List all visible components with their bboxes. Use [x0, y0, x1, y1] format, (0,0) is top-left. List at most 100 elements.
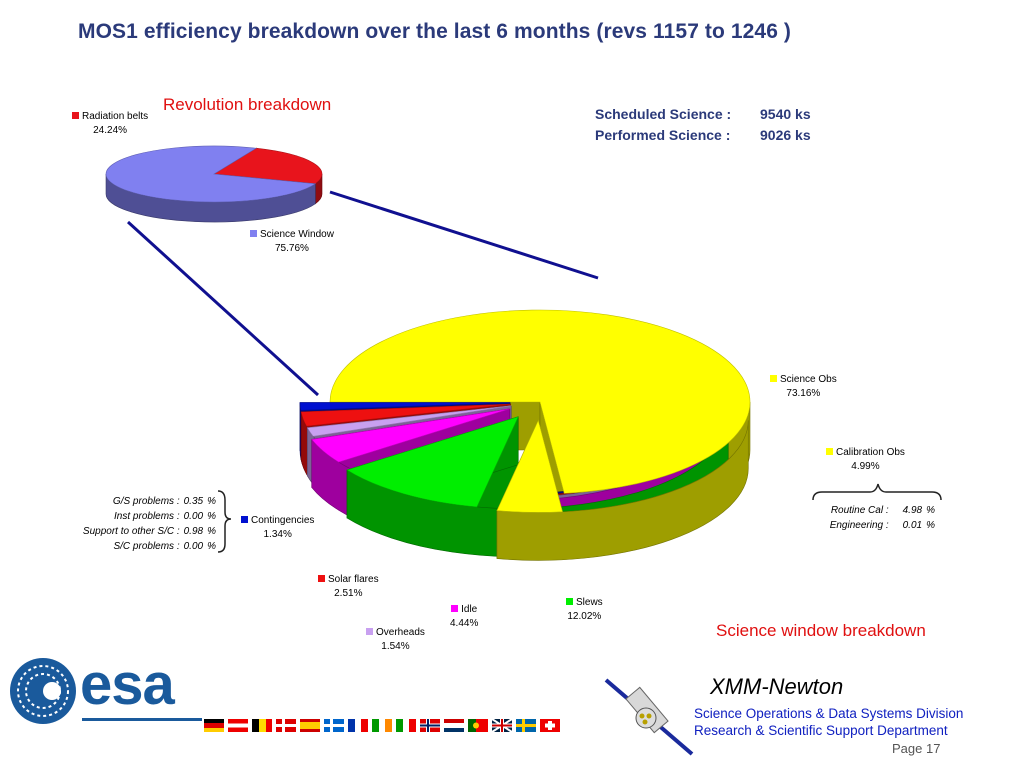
- flag-icon: [468, 719, 488, 732]
- calibration-obs-slice-side: [496, 420, 749, 561]
- member-flags: [204, 718, 560, 733]
- flag-icon: [516, 719, 536, 732]
- radiation-swatch: [72, 112, 79, 119]
- esa-logo-text: esa: [80, 652, 175, 717]
- detail-unit: %: [207, 511, 216, 522]
- calibration-detail-row: Routine Cal : 4.98%: [810, 503, 935, 518]
- overheads-name: Overheads: [376, 627, 425, 638]
- detail-unit: %: [207, 541, 216, 552]
- science-window-breakdown-title: Science window breakdown: [716, 621, 926, 640]
- solar-flares-label: Solar flares 2.51%: [318, 573, 379, 601]
- department-name: Research & Scientific Support Department: [694, 723, 948, 738]
- contingency-detail-row: G/S problems :0.35%: [40, 494, 216, 509]
- science-obs-name: Science Obs: [780, 374, 837, 385]
- performed-science-value: 9026 ks: [760, 127, 811, 143]
- detail-label: Inst problems :: [114, 511, 180, 522]
- slews-name: Slews: [576, 597, 603, 608]
- connector-line-top: [329, 190, 599, 280]
- calibration-detail-row: Engineering : 0.01%: [810, 518, 935, 533]
- contingency-details: G/S problems :0.35% Inst problems :0.00%…: [40, 494, 216, 554]
- flag-icon: [252, 719, 272, 732]
- detail-label: S/C problems :: [113, 541, 180, 552]
- slews-value: 12.02%: [567, 611, 602, 622]
- connector-line-bottom: [126, 220, 320, 397]
- flag-icon: [228, 719, 248, 732]
- solar-flares-swatch: [318, 575, 325, 582]
- detail-label: G/S problems :: [112, 496, 180, 507]
- idle-label: Idle 4.44%: [450, 603, 478, 631]
- science-window-value: 75.76%: [275, 243, 309, 254]
- esa-globe-icon: [10, 658, 76, 724]
- science-obs-value: 73.16%: [786, 388, 821, 399]
- radiation-belts-label: Radiation belts 24.24%: [72, 110, 148, 138]
- science-window-swatch: [250, 230, 257, 237]
- flag-icon: [540, 719, 560, 732]
- satellite-icon: [604, 678, 694, 756]
- solar-flares-slice: [300, 403, 511, 427]
- page-title: MOS1 efficiency breakdown over the last …: [78, 20, 792, 43]
- science-window-name: Science Window: [260, 229, 334, 240]
- detail-unit: %: [207, 526, 216, 537]
- idle-value: 4.44%: [450, 618, 479, 629]
- overheads-swatch: [366, 628, 373, 635]
- contingency-detail-row: Inst problems :0.00%: [40, 509, 216, 524]
- slews-slice: [346, 416, 519, 508]
- detail-label: Support to other S/C :: [82, 526, 180, 537]
- flag-icon: [372, 719, 392, 732]
- slews-label: Slews 12.02%: [566, 596, 603, 624]
- solar-flares-value: 2.51%: [334, 588, 363, 599]
- idle-slice: [311, 408, 510, 463]
- overheads-label: Overheads 1.54%: [366, 626, 425, 654]
- detail-unit: %: [926, 505, 935, 516]
- radiation-belts-value: 24.24%: [93, 125, 128, 136]
- science-window-pie: [299, 309, 751, 561]
- flag-icon: [444, 719, 464, 732]
- scheduled-science-label: Scheduled Science :: [595, 106, 732, 122]
- detail-value: 0.01: [902, 520, 923, 531]
- flag-icon: [276, 719, 296, 732]
- idle-swatch: [451, 605, 459, 612]
- flag-icon: [348, 719, 368, 732]
- science-window-label: Science Window 75.76%: [250, 228, 334, 256]
- contingency-detail-row: Support to other S/C :0.98%: [40, 524, 216, 539]
- calibration-obs-slice: [496, 419, 563, 513]
- performed-science-label: Performed Science :: [595, 127, 731, 143]
- calibration-obs-swatch: [826, 448, 833, 455]
- solar-flares-name: Solar flares: [328, 574, 379, 585]
- calibration-details: Routine Cal : 4.98% Engineering : 0.01%: [810, 503, 935, 533]
- overheads-value: 1.54%: [381, 641, 410, 652]
- contingencies-label: Contingencies 1.34%: [241, 514, 314, 542]
- contingency-brace: [217, 490, 232, 553]
- flag-icon: [324, 719, 344, 732]
- calibration-obs-label: Calibration Obs 4.99%: [826, 446, 905, 474]
- detail-value: 4.98: [902, 505, 923, 516]
- detail-value: 0.00: [183, 541, 204, 552]
- contingencies-slice: [299, 402, 511, 411]
- detail-unit: %: [926, 520, 935, 531]
- scheduled-science-value: 9540 ks: [760, 106, 811, 122]
- science-obs-slice: [329, 309, 751, 494]
- revolution-breakdown-title: Revolution breakdown: [163, 95, 332, 114]
- radiation-belts-name: Radiation belts: [82, 111, 149, 122]
- detail-value: 0.00: [183, 511, 204, 522]
- idle-name: Idle: [461, 604, 478, 615]
- science-obs-swatch: [770, 375, 777, 382]
- flag-icon: [204, 719, 224, 732]
- detail-unit: %: [207, 496, 216, 507]
- slews-swatch: [566, 598, 573, 605]
- mission-name: XMM-Newton: [710, 674, 844, 699]
- contingencies-value: 1.34%: [263, 529, 292, 540]
- calibration-brace: [812, 483, 942, 501]
- contingencies-swatch: [241, 516, 248, 523]
- revolution-pie: [105, 145, 323, 223]
- overheads-slice: [306, 405, 512, 437]
- contingency-detail-row: S/C problems :0.00%: [40, 539, 216, 554]
- detail-label: Engineering :: [829, 520, 889, 531]
- flag-icon: [491, 718, 513, 733]
- contingencies-name: Contingencies: [251, 515, 315, 526]
- radiation-belts-slice: [213, 147, 323, 185]
- flag-icon: [300, 719, 320, 732]
- detail-label: Routine Cal :: [830, 505, 889, 516]
- detail-value: 0.98: [183, 526, 204, 537]
